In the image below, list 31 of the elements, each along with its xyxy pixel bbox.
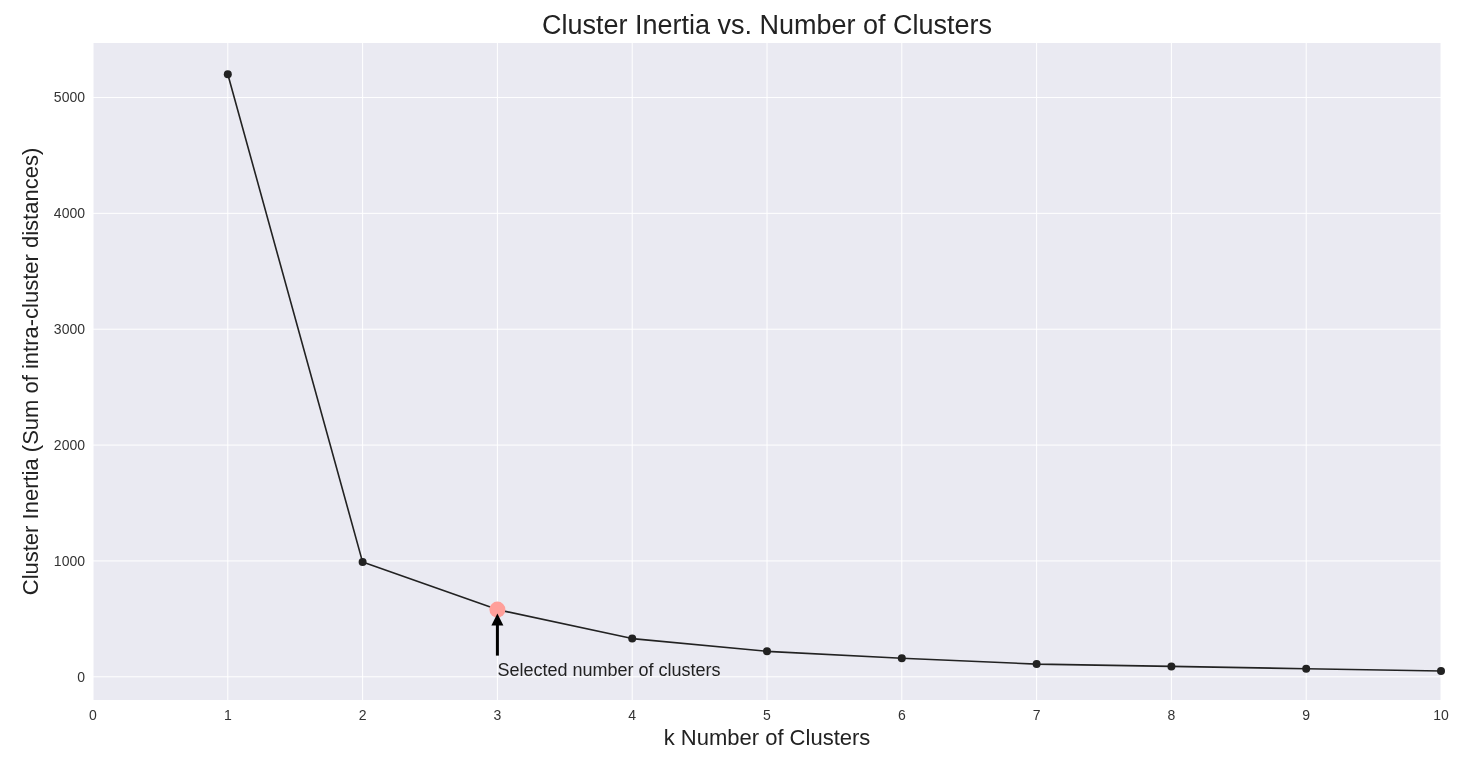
x-tick-label: 2 [358, 707, 367, 723]
y-tick-label: 5000 [53, 89, 86, 106]
point [358, 558, 367, 567]
point [223, 70, 232, 79]
y-tick-label: 3000 [53, 321, 86, 338]
x-tick-label: 9 [1302, 707, 1311, 723]
y-tick-label: 0 [77, 668, 86, 685]
point [1437, 667, 1445, 676]
point [1032, 660, 1041, 669]
point [1167, 662, 1176, 671]
x-tick-label: 1 [223, 707, 232, 723]
x-axis-title: k Number of Clusters [663, 725, 871, 750]
chart-title: Cluster Inertia vs. Number of Clusters [541, 10, 993, 40]
x-tick-label: 0 [89, 707, 98, 723]
y-axis-title: Cluster Inertia (Sum of intra-cluster distances) [18, 147, 43, 596]
x-tick-label: 7 [1032, 707, 1041, 723]
x-tick-label: 8 [1167, 707, 1176, 723]
x-tick-label: 5 [763, 707, 772, 723]
point [489, 601, 506, 618]
point [763, 647, 771, 656]
point [897, 654, 906, 663]
x-tick-label: 6 [897, 707, 906, 723]
x-tick-label: 10 [1433, 707, 1449, 723]
annotation: Selected number of clusters [497, 659, 721, 680]
x-tick-label: 3 [493, 707, 502, 723]
x-tick-label: 4 [628, 707, 637, 723]
y-tick-label: 1000 [53, 552, 86, 569]
point [628, 634, 637, 643]
point [1302, 664, 1311, 673]
y-tick-label: 4000 [53, 205, 86, 222]
y-tick-label: 2000 [53, 437, 86, 454]
